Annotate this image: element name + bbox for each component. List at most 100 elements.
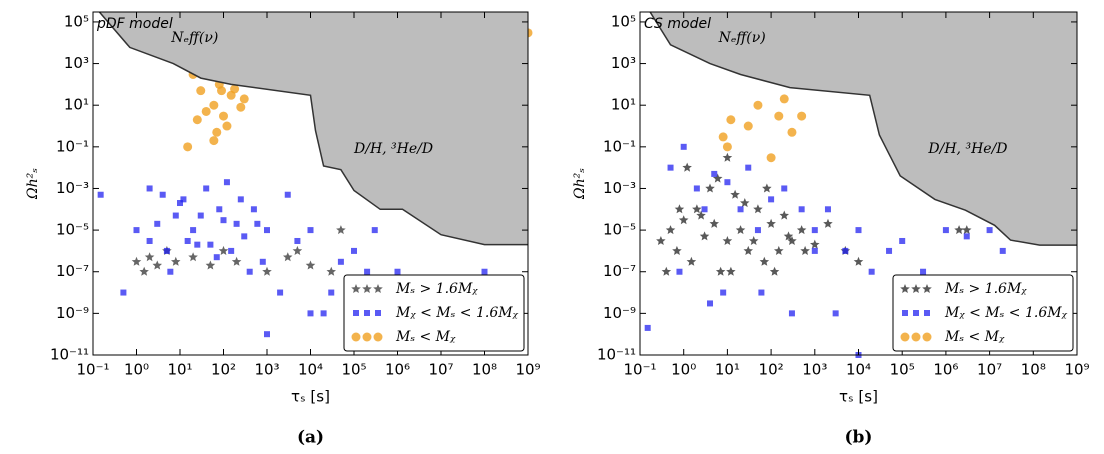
star-point	[231, 256, 242, 266]
region-boundary	[649, 12, 1077, 246]
legend-label: Mₛ < Mᵪ	[395, 329, 456, 345]
circle-point	[797, 111, 807, 121]
x-tick-label: 10⁰	[671, 361, 696, 379]
x-tick-label: 10⁴	[846, 361, 871, 379]
circle-point	[217, 86, 227, 96]
square-point	[886, 247, 893, 254]
square-point	[163, 247, 170, 254]
circle-point	[239, 94, 249, 104]
star-point	[800, 245, 810, 255]
circle-point	[219, 111, 228, 121]
y-tick-label: 10⁻⁹	[56, 304, 89, 322]
square-point	[180, 196, 187, 203]
y-tick-label: 10⁵	[611, 12, 636, 30]
square-point	[146, 185, 153, 192]
x-tick-label: 10⁹	[515, 361, 540, 379]
circle-point	[236, 102, 246, 112]
circle-point	[230, 84, 240, 94]
square-point	[701, 206, 708, 213]
excluded-region	[93, 12, 528, 245]
star-point	[305, 260, 316, 270]
y-tick-label: 10¹	[64, 96, 89, 114]
star-point	[665, 225, 676, 235]
star-point	[283, 252, 293, 262]
square-point	[307, 227, 314, 234]
square-point	[920, 268, 927, 275]
caption: (a)	[297, 428, 324, 448]
circle-point	[351, 332, 361, 342]
x-tick-label: 10⁹	[1064, 361, 1089, 379]
y-tick-label: 10⁻¹¹	[50, 346, 89, 364]
circle-point	[222, 121, 232, 131]
star-point	[351, 284, 361, 293]
square-point	[264, 227, 270, 234]
square-point	[811, 227, 818, 234]
square-point	[353, 310, 359, 316]
square-point	[824, 206, 831, 213]
square-point	[842, 247, 849, 254]
star-point	[674, 204, 685, 214]
star-point	[696, 210, 706, 220]
square-point	[811, 247, 818, 254]
square-point	[159, 191, 166, 198]
circle-point	[911, 332, 921, 342]
square-point	[190, 227, 197, 234]
model-label: pDF model	[96, 16, 173, 32]
circle-point	[192, 115, 202, 125]
star-point	[779, 210, 789, 220]
annotation: D/H, ³He/D	[927, 141, 1007, 157]
x-tick-label: 10⁻¹	[76, 361, 109, 379]
plot-frame	[639, 11, 1078, 356]
y-tick-label: 10¹	[611, 96, 636, 114]
x-tick-label: 10⁶	[385, 361, 410, 379]
excluded-region	[640, 12, 1077, 246]
square-point	[711, 170, 718, 177]
star-point	[911, 284, 921, 293]
star-point	[336, 225, 346, 235]
star-point	[131, 256, 142, 266]
legend-box	[343, 274, 525, 352]
square-point	[899, 237, 906, 244]
x-tick-label: 10⁴	[298, 361, 323, 379]
square-point	[320, 310, 327, 317]
square-point	[680, 143, 687, 150]
x-axis-label: τₛ [s]	[291, 388, 330, 406]
square-point	[364, 268, 371, 275]
legend-label: Mₛ > 1.6Mᵪ	[944, 281, 1027, 297]
square-point	[913, 310, 919, 316]
square-point	[216, 206, 223, 213]
square-point	[371, 227, 378, 234]
x-tick-label: 10⁻¹	[623, 361, 656, 379]
star-point	[262, 266, 272, 276]
circle-point	[787, 127, 797, 137]
x-tick-label: 10¹	[167, 361, 192, 379]
square-point	[745, 164, 752, 171]
legend-label: Mᵪ < Mₛ < 1.6Mᵪ	[395, 305, 519, 321]
circle-point	[900, 332, 910, 342]
square-point	[220, 217, 227, 224]
star-point	[144, 252, 155, 262]
square-point	[284, 191, 291, 198]
circle-point	[718, 132, 728, 142]
square-point	[194, 241, 201, 248]
star-point	[774, 245, 784, 255]
square-point	[133, 227, 140, 234]
circle-point	[212, 127, 222, 137]
square-point	[788, 310, 795, 317]
legend-label: Mᵪ < Mₛ < 1.6Mᵪ	[944, 305, 1068, 321]
circle-point	[183, 142, 193, 152]
square-point	[481, 268, 488, 275]
y-tick-label: 10³	[64, 54, 89, 72]
star-point	[705, 183, 715, 193]
y-axis-label: Ωh²ₛ	[572, 168, 588, 200]
star-point	[730, 189, 740, 199]
region-boundary	[98, 12, 528, 246]
square-point	[375, 310, 381, 316]
square-point	[307, 310, 314, 317]
square-point	[707, 300, 714, 307]
square-point	[693, 185, 700, 192]
square-point	[146, 237, 153, 244]
square-point	[924, 310, 930, 316]
star-point	[740, 198, 750, 208]
square-point	[172, 212, 179, 219]
